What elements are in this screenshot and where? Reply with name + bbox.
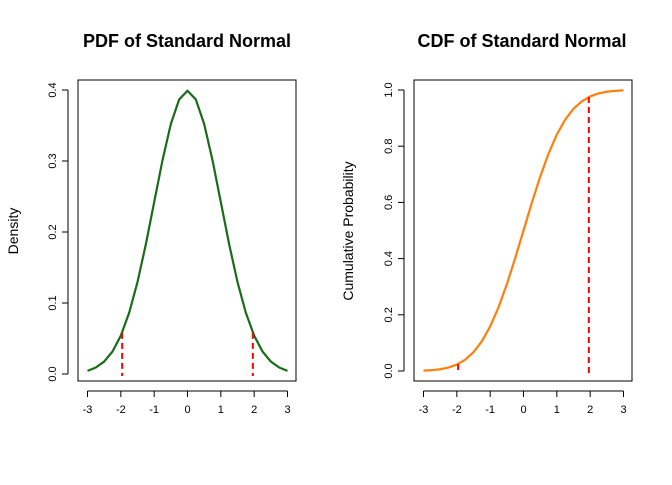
- pdf-y-tick-label: 0.0: [47, 366, 59, 381]
- pdf-y-tick-label: 0.2: [47, 224, 59, 239]
- cdf-x-tick-label: -2: [452, 404, 462, 416]
- cdf-y-tick-label: 0.4: [383, 251, 395, 266]
- cdf-x-tick-label: 3: [620, 404, 626, 416]
- cdf-plot-frame: [413, 79, 633, 382]
- cdf-y-tick-label: 0.0: [383, 363, 395, 378]
- pdf-x-tick-label: 1: [218, 404, 224, 416]
- pdf-series-line: [87, 89, 288, 372]
- pdf-x-tick-label: -2: [116, 404, 126, 416]
- pdf-y-tick-label: 0.4: [47, 82, 59, 97]
- pdf-x-tick-label: 3: [284, 404, 290, 416]
- pdf-x-tick-label: 2: [251, 404, 257, 416]
- pdf-y-axis-label: Density: [5, 208, 21, 255]
- cdf-chart-title: CDF of Standard Normal: [417, 31, 626, 51]
- pdf-x-tick-label: -3: [83, 404, 93, 416]
- cdf-y-tick-label: 0.6: [383, 195, 395, 210]
- cdf-x-tick-label: 0: [520, 404, 526, 416]
- pdf-panel: PDF of Standard Normal Density -3 -2 -1 0 1 2 3 0…: [5, 31, 297, 416]
- pdf-plot-frame: [77, 79, 297, 382]
- cdf-y-tick-label: 0.2: [383, 307, 395, 322]
- pdf-y-tick-label: 0.3: [47, 153, 59, 168]
- pdf-chart-title: PDF of Standard Normal: [83, 31, 291, 51]
- pdf-y-tick-label: 0.1: [47, 295, 59, 310]
- cdf-x-tick-label: -1: [485, 404, 495, 416]
- cdf-y-tick-label: 1.0: [383, 82, 395, 97]
- cdf-x-tick-label: 1: [554, 404, 560, 416]
- cdf-x-tick-label: 2: [587, 404, 593, 416]
- cdf-y-axis-label: Cumulative Probability: [340, 161, 356, 300]
- pdf-x-tick-label: 0: [184, 404, 190, 416]
- cdf-panel: CDF of Standard Normal Cumulative Probabi…: [340, 31, 633, 416]
- cdf-y-tick-label: 0.8: [383, 139, 395, 154]
- pdf-x-tick-label: -1: [149, 404, 159, 416]
- cdf-series-line: [423, 89, 624, 372]
- cdf-x-tick-label: -3: [419, 404, 429, 416]
